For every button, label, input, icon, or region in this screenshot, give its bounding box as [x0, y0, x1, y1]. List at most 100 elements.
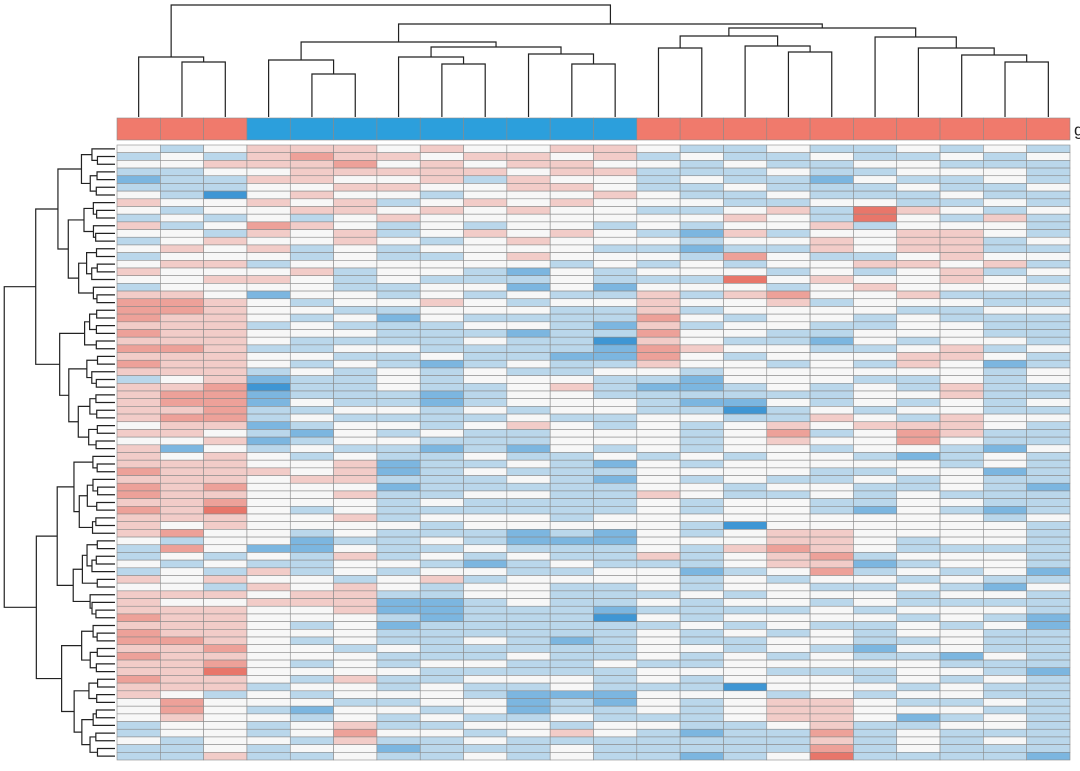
heatmap-cell	[160, 267, 204, 276]
heatmap-cell	[809, 567, 854, 576]
heatmap-cell	[766, 690, 811, 699]
heatmap-cell	[853, 352, 898, 361]
heatmap-cell	[939, 498, 984, 507]
heatmap-cell	[289, 575, 334, 584]
column-dendrogram	[138, 4, 1049, 117]
heatmap-cell	[809, 175, 854, 184]
heatmap-cell	[463, 667, 508, 676]
heatmap-cell	[809, 698, 854, 707]
heatmap-cell	[376, 275, 421, 284]
heatmap-cell	[549, 521, 594, 530]
heatmap-cell	[766, 713, 811, 722]
annotation-label: group	[1074, 120, 1080, 139]
heatmap-cell	[203, 352, 248, 361]
heatmap-cell	[376, 367, 421, 376]
heatmap-cell	[939, 644, 984, 653]
heatmap-cell	[809, 398, 854, 407]
heatmap-cell	[333, 559, 378, 569]
heatmap-cell	[939, 675, 984, 684]
heatmap-cell	[116, 336, 161, 346]
heatmap-cell	[853, 644, 898, 653]
heatmap-cell	[679, 659, 724, 669]
heatmap-cell	[116, 536, 161, 546]
heatmap-cell	[116, 475, 161, 484]
heatmap-cell	[939, 206, 984, 215]
heatmap-cell	[419, 513, 464, 522]
heatmap-cell	[463, 659, 508, 669]
heatmap-cell	[896, 298, 941, 307]
heatmap-cell	[333, 267, 378, 276]
heatmap-cell	[376, 575, 421, 584]
heatmap-cell	[723, 713, 768, 722]
heatmap-cell	[116, 582, 161, 592]
heatmap-cell	[160, 306, 204, 315]
heatmap-cell	[203, 575, 248, 584]
heatmap-cell	[983, 183, 1027, 192]
heatmap-cell	[246, 498, 291, 507]
heatmap-cell	[939, 375, 984, 384]
heatmap-cell	[593, 152, 638, 161]
heatmap-cell	[1026, 613, 1071, 622]
heatmap-cell	[506, 398, 551, 407]
heatmap-cell	[939, 183, 984, 192]
heatmap-cell	[376, 652, 421, 661]
heatmap-cell	[983, 559, 1027, 569]
heatmap-cell	[506, 383, 551, 392]
heatmap-cell	[333, 344, 378, 353]
heatmap-cell	[506, 336, 551, 346]
heatmap-cell	[376, 359, 421, 369]
heatmap-cell	[1026, 444, 1071, 453]
heatmap-cell	[723, 429, 768, 438]
heatmap-cell	[463, 652, 508, 661]
heatmap-cell	[896, 629, 941, 638]
heatmap-cell	[506, 544, 551, 553]
heatmap-cell	[160, 190, 204, 200]
heatmap-cell	[419, 398, 464, 407]
heatmap-cell	[203, 529, 248, 538]
heatmap-cell	[463, 744, 508, 753]
heatmap-cell	[896, 575, 941, 584]
heatmap-cell	[246, 598, 291, 607]
heatmap-cell	[766, 306, 811, 315]
heatmap-cell	[463, 467, 508, 476]
heatmap-cell	[679, 513, 724, 522]
heatmap-cell	[333, 536, 378, 546]
heatmap-cell	[506, 529, 551, 538]
heatmap-cell	[983, 605, 1027, 615]
heatmap-cell	[896, 406, 941, 415]
heatmap-cell	[939, 413, 984, 423]
heatmap-cell	[463, 629, 508, 638]
heatmap-cell	[506, 167, 551, 177]
heatmap-cell	[289, 213, 334, 223]
dendrogram-link	[78, 262, 94, 294]
heatmap-cell	[376, 559, 421, 569]
heatmap-cell	[203, 421, 248, 430]
heatmap-cell	[679, 567, 724, 576]
heatmap-cell	[116, 229, 161, 238]
heatmap-cell	[723, 582, 768, 592]
heatmap-cell	[809, 728, 854, 738]
heatmap-cell	[333, 336, 378, 346]
heatmap-cell	[289, 367, 334, 376]
heatmap-cell	[983, 275, 1027, 284]
heatmap-cell	[679, 236, 724, 246]
heatmap-cell	[809, 413, 854, 423]
heatmap-cell	[896, 713, 941, 722]
heatmap-cell	[853, 313, 898, 323]
heatmap-cell	[853, 152, 898, 161]
annotation-cell	[289, 117, 334, 141]
heatmap-cell	[679, 690, 724, 699]
heatmap-cell	[246, 198, 291, 207]
heatmap-cell	[203, 390, 248, 399]
heatmap-cell	[333, 213, 378, 223]
heatmap-cell	[506, 260, 551, 269]
heatmap-cell	[853, 213, 898, 223]
heatmap-cell	[419, 183, 464, 192]
heatmap-cell	[939, 690, 984, 699]
heatmap-cell	[766, 267, 811, 276]
heatmap-cell	[939, 713, 984, 722]
heatmap-cell	[896, 529, 941, 538]
heatmap-cell	[116, 383, 161, 392]
heatmap-cell	[983, 613, 1027, 622]
heatmap-cell	[809, 675, 854, 684]
